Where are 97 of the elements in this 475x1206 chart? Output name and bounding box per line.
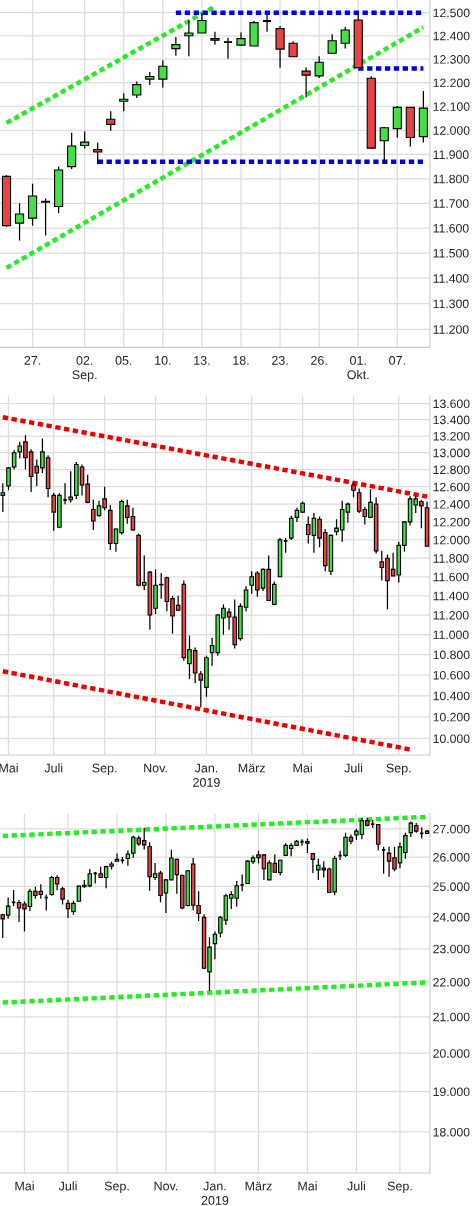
y-tick-label: 12.100 (433, 102, 470, 111)
candlestick (301, 66, 311, 99)
y-tick-label: 12.300 (433, 55, 470, 64)
candlestick (158, 59, 168, 89)
x-tick-label: Mai (0, 763, 18, 773)
y-tick-label: 10.400 (433, 691, 470, 701)
y-tick-label: 12.500 (433, 8, 470, 18)
x-tick-label: Mai (298, 1181, 317, 1191)
x-tick-label: 13. (194, 355, 210, 365)
y-tick-label: 18.000 (433, 1127, 470, 1137)
x-tick-label: Mai (293, 763, 312, 773)
y-tick-label: 12.200 (433, 517, 470, 527)
y-tick-label: 12.600 (433, 482, 470, 492)
y-tick-label: 11.400 (433, 591, 469, 601)
x-tick-label: 26. (311, 355, 327, 365)
x-tick-label: 27. (24, 355, 41, 365)
candlestick (40, 197, 51, 237)
y-tick-label: 10.600 (433, 670, 470, 680)
y-tick-label: 10.200 (433, 712, 470, 722)
y-tick-label: 11.200 (433, 610, 469, 620)
candlestick (0, 482, 6, 513)
x-tick-label: Sep. (92, 763, 117, 775)
x-tick-label: Juli (44, 763, 63, 773)
candlestick (106, 110, 116, 132)
candlestick (379, 126, 389, 163)
y-tick-label: 20.000 (433, 1049, 470, 1058)
x-tick-label: Juli (347, 1181, 365, 1191)
y-tick-label: 11.300 (433, 299, 469, 309)
y-tick-label: 10.000 (433, 734, 470, 744)
candlestick (93, 141, 103, 165)
candlestick (310, 852, 316, 874)
x-tick-label: Sep. (104, 1181, 129, 1193)
candlestick (27, 183, 38, 227)
y-tick-label: 11.800 (433, 174, 469, 184)
y-tick-label: 21.000 (433, 1012, 470, 1022)
candlestick (275, 25, 285, 69)
y-tick-label: 25.000 (433, 882, 470, 891)
y-tick-label: 12.400 (433, 500, 470, 509)
x-tick-label: Nov. (154, 1181, 178, 1191)
candlestick (375, 823, 381, 852)
y-tick-label: 11.800 (433, 554, 469, 563)
x-tick-label: März (238, 763, 265, 773)
candlestick (197, 12, 207, 34)
y-tick-label: 11.200 (433, 325, 469, 334)
y-tick-label: 12.800 (433, 465, 470, 475)
candlestick (184, 19, 194, 57)
x-tick-label: März (245, 1181, 272, 1191)
x-tick-label: Juli (58, 1181, 77, 1191)
x-tick-label: 18. (233, 355, 249, 365)
y-tick-label: 23.000 (433, 944, 470, 954)
y-tick-label: 11.700 (433, 199, 469, 208)
x-tick-label: Mai (15, 1181, 34, 1191)
candlestick (171, 36, 181, 57)
y-tick-label: 27.000 (433, 824, 470, 834)
x-tick-label: Jan. 2019 (193, 763, 220, 787)
y-tick-label: 13.600 (433, 399, 470, 409)
x-tick-label: 07. (389, 355, 405, 365)
y-tick-label: 11.500 (433, 248, 469, 258)
x-tick-label: Sep. (387, 1181, 412, 1193)
y-tick-label: 13.200 (433, 431, 470, 441)
x-tick-label: 23. (272, 355, 288, 365)
y-tick-label: 11.600 (433, 223, 469, 233)
y-tick-label: 24.000 (433, 912, 470, 922)
x-tick-label: 01. Okt. (347, 355, 369, 380)
y-tick-label: 11.000 (433, 630, 469, 640)
x-tick-label: 02. Sep. (72, 355, 97, 382)
y-tick-label: 11.900 (433, 150, 469, 160)
candlestick (327, 33, 337, 54)
x-tick-label: Nov. (144, 763, 167, 773)
x-tick-label: Jan. 2019 (201, 1181, 229, 1205)
y-tick-label: 19.000 (433, 1087, 470, 1097)
candlestick (288, 515, 294, 541)
candlestick (392, 105, 402, 139)
y-tick-label: 11.600 (433, 572, 469, 582)
candlestick (114, 852, 120, 862)
candlestick (210, 31, 220, 46)
y-tick-label: 12.200 (433, 78, 470, 88)
y-tick-label: 12.400 (433, 31, 470, 41)
y-tick-label: 13.400 (433, 415, 470, 425)
x-tick-label: Sep. (386, 763, 411, 775)
x-tick-label: 10. (155, 355, 171, 365)
y-tick-label: 12.000 (433, 535, 470, 545)
x-tick-label: 05. (115, 355, 132, 365)
candlestick (340, 26, 350, 50)
y-tick-label: 22.000 (433, 977, 470, 987)
y-tick-label: 10.800 (433, 650, 470, 660)
candlestick (67, 132, 77, 170)
candlestick (249, 20, 259, 47)
y-tick-label: 26.000 (433, 853, 470, 862)
candlestick (262, 13, 272, 33)
y-tick-label: 13.000 (433, 448, 470, 458)
y-tick-label: 12.000 (433, 126, 470, 135)
candlestick (223, 37, 233, 60)
candlestick (314, 55, 324, 79)
x-tick-label: Juli (344, 763, 363, 773)
y-tick-label: 11.400 (433, 274, 469, 283)
candlestick (14, 202, 25, 242)
